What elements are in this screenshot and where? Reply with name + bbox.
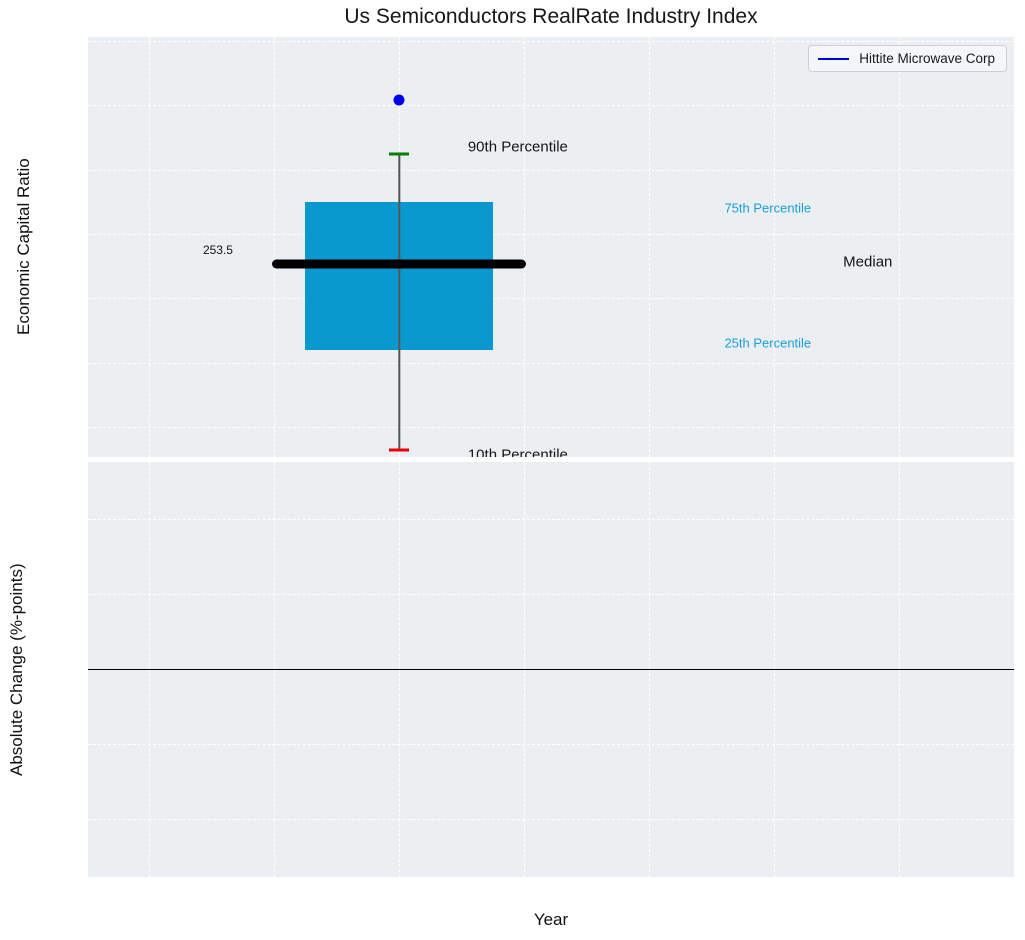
annotation: 10th Percentile [467, 446, 568, 457]
legend-label: Hittite Microwave Corp [859, 51, 995, 66]
y-gridline [88, 362, 1014, 364]
chart-title: Us Semiconductors RealRate Industry Inde… [344, 5, 758, 28]
y-gridline [88, 743, 1014, 745]
annotation: 90th Percentile [467, 138, 568, 156]
x-gridline [149, 37, 151, 457]
y-gridline [88, 427, 1014, 429]
legend-line-sample [818, 57, 850, 60]
y-gridline [88, 593, 1014, 595]
whisker-cap-10th [389, 448, 410, 452]
boxplot-axes: Hittite Microwave Corp 01002003004005006… [88, 37, 1014, 457]
annotation: 75th Percentile [724, 200, 812, 216]
x-axis-label: Year [533, 910, 569, 929]
company-point [393, 94, 405, 106]
y-axis-label-top: Economic Capital Ratio [14, 158, 33, 336]
y-gridline [88, 41, 1014, 43]
x-gridline [649, 37, 651, 457]
annotation: 253.5 [202, 243, 233, 258]
y-gridline [88, 169, 1014, 171]
legend: Hittite Microwave Corp [808, 45, 1007, 72]
y-gridline [88, 298, 1014, 300]
x-gridline [774, 37, 776, 457]
absolute-change-axes: 0.040.020.00−0.02−0.042013.62013.82014.0… [88, 462, 1014, 877]
zero-line [88, 668, 1014, 670]
whisker-line [398, 153, 400, 450]
whisker-cap-90th [389, 152, 410, 156]
annotation: Median [843, 253, 893, 271]
y-gridline [88, 234, 1014, 236]
x-gridline [524, 37, 526, 457]
annotation: 25th Percentile [724, 335, 812, 351]
x-gridline [274, 37, 276, 457]
y-gridline [88, 105, 1014, 107]
y-gridline [88, 518, 1014, 520]
y-axis-label-bottom: Absolute Change (%-points) [7, 563, 26, 776]
median-line [272, 259, 526, 269]
x-gridline [899, 37, 901, 457]
y-gridline [88, 818, 1014, 820]
